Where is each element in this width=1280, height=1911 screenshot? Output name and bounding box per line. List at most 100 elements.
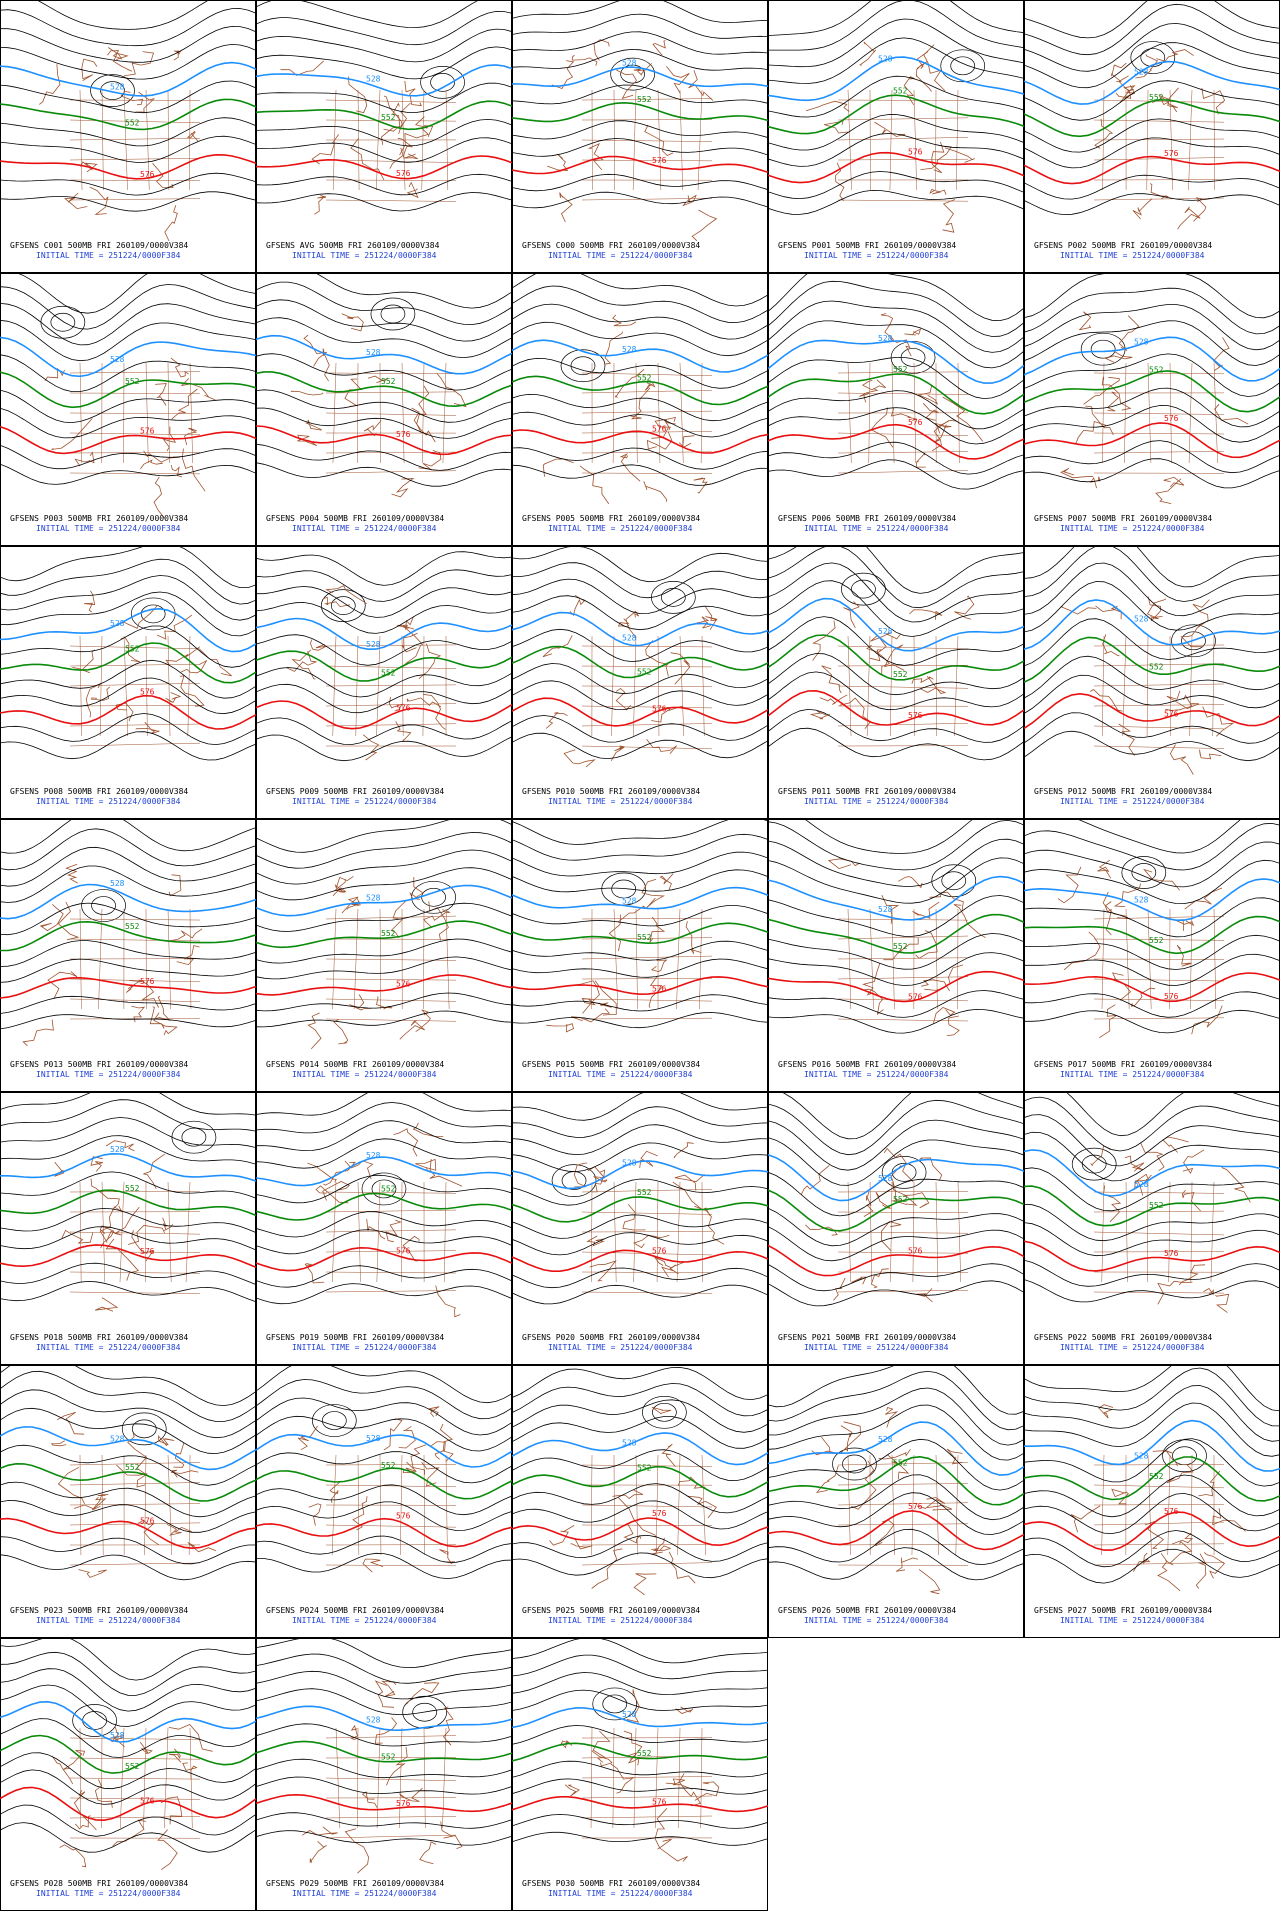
state-border [581, 1017, 713, 1020]
state-border [1093, 1484, 1225, 1489]
contour-label: 576 [652, 156, 667, 165]
contour-label: 576 [652, 424, 667, 433]
coastline [668, 1551, 696, 1584]
contour-line [768, 653, 1024, 696]
state-border [913, 362, 916, 464]
coastline [140, 459, 163, 470]
contours [768, 546, 1024, 761]
contours [0, 1365, 256, 1581]
panel-init-time: INITIAL TIME = 251224/0000F384 [1060, 251, 1205, 260]
contour-line [512, 393, 768, 422]
coastline [363, 420, 382, 437]
coastline [325, 585, 368, 605]
state-border [325, 978, 457, 981]
state-border [1093, 938, 1225, 941]
coastline [644, 382, 656, 391]
contour-line [768, 727, 1024, 761]
contour-line [512, 48, 768, 71]
contour-line [256, 551, 512, 586]
contour-label: 552 [637, 933, 652, 942]
contour-label: 576 [652, 1797, 667, 1806]
state-border [69, 1231, 201, 1235]
coastline [639, 1150, 658, 1169]
coastline [926, 1504, 953, 1511]
coastline [1180, 621, 1206, 648]
contour-line [0, 940, 256, 967]
state-border [676, 1181, 681, 1283]
coastline [401, 632, 418, 653]
contour-line [1024, 1131, 1280, 1182]
panel-border [512, 819, 768, 1092]
state-border [1212, 635, 1215, 737]
state-border [325, 1816, 457, 1819]
contour-line [512, 1689, 768, 1711]
contour-line [512, 1552, 768, 1579]
state-border [69, 918, 201, 921]
contour-line [768, 671, 1024, 711]
contour-label: 552 [1149, 936, 1164, 945]
state-border [632, 89, 637, 191]
contour-line [256, 1379, 512, 1420]
state-border [101, 89, 104, 191]
contours [0, 546, 256, 761]
coastline [693, 477, 708, 494]
contour-line [1024, 1474, 1280, 1518]
contour-line [256, 1283, 512, 1305]
contour-line [1024, 897, 1280, 938]
coastline [280, 60, 324, 76]
state-border [869, 1181, 873, 1283]
coastline [165, 692, 182, 703]
contour-line [1024, 1438, 1280, 1487]
coastline [694, 1781, 720, 1801]
contour-line [256, 281, 512, 326]
contour-key-line [1024, 155, 1280, 185]
coastline [1165, 694, 1193, 711]
map-panel: 528 552 576 GFSENS P023 500MB FRI 260109/00… [0, 1365, 256, 1638]
coastline [436, 373, 467, 408]
coastline [923, 44, 946, 92]
state-border [1093, 745, 1225, 749]
contour-label: 576 [1164, 709, 1179, 718]
state-border [699, 908, 703, 1010]
contour-line [512, 285, 768, 324]
coastline [1101, 376, 1132, 411]
contour-line [1024, 458, 1280, 489]
state-border [379, 1454, 382, 1556]
contour-key-line [1024, 692, 1280, 730]
low-center [140, 604, 166, 624]
coastline [863, 1191, 874, 1217]
contour-line [0, 1280, 256, 1303]
contours [0, 819, 256, 1030]
contour-key-line [1024, 99, 1280, 138]
state-border [837, 137, 969, 141]
coastline [1083, 376, 1120, 405]
contour-line [0, 303, 256, 346]
low-center [890, 341, 936, 374]
coastline [644, 124, 674, 156]
coastline [1199, 749, 1222, 760]
state-border [325, 1564, 457, 1567]
panel-border [0, 546, 256, 819]
coastline [1104, 901, 1112, 936]
coastline [305, 419, 322, 431]
coastline [651, 1545, 672, 1551]
state-border [69, 1190, 201, 1193]
coastline [816, 1465, 839, 1493]
contour-line [768, 990, 1024, 1018]
coastline [131, 1005, 146, 1023]
state-border [1147, 908, 1152, 1010]
coastline [1166, 1463, 1194, 1484]
coastline [586, 1235, 605, 1247]
contour-label: 528 [1134, 614, 1149, 623]
contour-key-line [1024, 422, 1280, 459]
coastline [402, 625, 424, 665]
contour-key-line [0, 1189, 256, 1217]
contour-key-line [512, 1517, 768, 1547]
contour-line [256, 956, 512, 980]
contour-label: 528 [110, 1434, 125, 1443]
contour-label: 576 [396, 704, 411, 713]
low-center [931, 864, 977, 898]
coastline [186, 130, 199, 142]
contours [512, 546, 768, 760]
map-panel: 528 552 576 GFSENS P029 500MB FRI 260109/00… [256, 1638, 512, 1911]
